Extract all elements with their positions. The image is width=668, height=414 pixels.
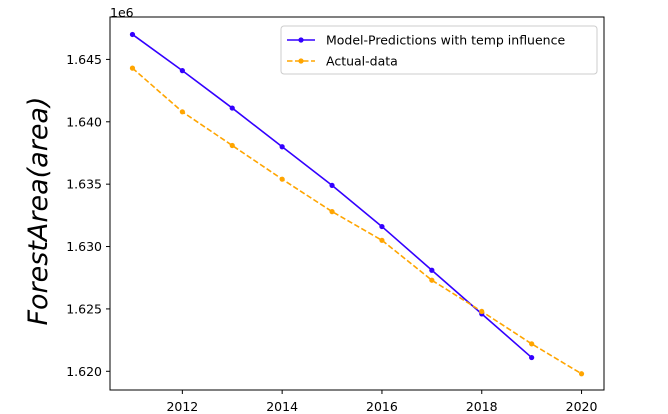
series-2-point	[429, 277, 435, 283]
legend-label-2: Actual-data	[326, 54, 398, 69]
series-2-point	[578, 371, 585, 377]
series-2-point	[529, 341, 535, 347]
series-1-point	[179, 68, 185, 74]
legend-label-1: Model-Predictions with temp influence	[326, 33, 565, 48]
y-axis-label: ForestArea(area)	[23, 96, 54, 325]
y-offset-label: 1e6	[110, 5, 134, 20]
series-line-2	[131, 67, 582, 375]
series-2-point	[229, 142, 235, 149]
y-tick-label: 1.630	[66, 239, 102, 254]
x-tick-label: 2014	[266, 399, 298, 414]
y-tick-label: 1.645	[66, 52, 102, 67]
series-2-point	[129, 65, 136, 71]
series-line-1	[131, 33, 533, 359]
series-2-point	[379, 237, 385, 243]
series-1-point	[529, 354, 535, 361]
plot-frame	[109, 16, 605, 391]
y-axis: 1.620 1.625 1.630 1.635 1.640 1.645	[66, 52, 110, 379]
x-tick-label: 2012	[166, 399, 198, 414]
y-tick-label: 1.625	[66, 301, 102, 316]
plot-series	[129, 31, 585, 377]
series-2-point	[479, 308, 485, 315]
series-1-point	[429, 267, 435, 273]
y-tick-label: 1.635	[66, 177, 102, 192]
y-tick-label: 1.620	[66, 364, 102, 379]
legend-marker-1	[298, 37, 304, 43]
x-tick-label: 2020	[566, 399, 598, 414]
series-2-point	[179, 109, 185, 115]
legend-box	[280, 25, 598, 75]
legend-marker-2	[298, 58, 304, 64]
x-axis: 2012 2014 2016 2018 2020	[166, 390, 597, 414]
y-tick-label: 1.640	[66, 114, 102, 129]
x-tick-label: 2018	[466, 399, 498, 414]
legend: Model-Predictions with temp influence Act…	[280, 25, 598, 75]
series-1-point	[279, 144, 285, 150]
series-1-point	[379, 223, 385, 230]
axes-frame	[109, 16, 605, 391]
series-1-point	[329, 182, 335, 189]
series-2-point	[279, 176, 285, 182]
x-tick-label: 2016	[366, 399, 398, 414]
series-2-point	[329, 209, 335, 215]
series-1-point	[129, 31, 136, 38]
series-1-point	[229, 105, 235, 111]
